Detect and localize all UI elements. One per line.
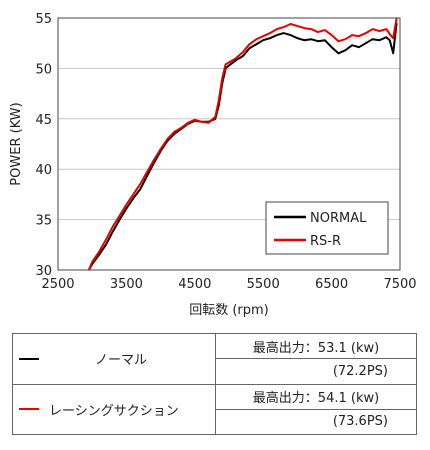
rsr-line-sample [19,408,39,411]
x-tick-label: 7500 [383,277,416,292]
normal-line-sample [19,357,39,360]
y-tick-label: 35 [35,214,52,229]
legend: NORMAL RS-R [265,201,389,255]
table-row: レーシングサクション 最高出力：54.1 (kw) [12,383,417,435]
rsr-name: レーシングサクション [49,403,179,419]
power-chart: 30 35 40 45 50 55 2500 3500 4500 5500 6500 7500 PO… [9,12,417,318]
spec-table: ノーマル 最高出力：53.1 (kw) (72.2PS) レーシングサクション … [12,332,417,436]
y-tick-label: 55 [35,12,52,27]
table-row: (73.6PS) [13,408,417,436]
rsr-name-cell: レーシングサクション [12,383,216,435]
rsr-power-cell: 最高出力：54.1 (kw) [215,383,417,410]
x-tick-label: 3500 [110,277,143,292]
x-tick-label: 2500 [41,277,74,292]
normal-name-cell: ノーマル [12,333,216,385]
y-tick-label: 30 [35,264,52,279]
y-tick-label: 50 [35,62,52,77]
x-tick-label: 6500 [315,277,348,292]
legend-rsr-label: RS-R [310,234,341,249]
rsr-ps-cell: (73.6PS) [215,408,417,436]
series-line-normal [87,22,398,271]
legend-normal-label: NORMAL [310,211,367,226]
legend-box [265,201,389,255]
x-tick-label: 4500 [178,277,211,292]
normal-name: ノーマル [95,353,148,369]
series-lines [87,17,398,271]
y-tick-label: 45 [35,113,52,128]
normal-ps-cell: (72.2PS) [215,358,417,385]
y-tick-label: 40 [35,163,52,178]
series-line-rs-r [87,17,398,271]
normal-power-cell: 最高出力：53.1 (kw) [215,332,417,360]
plot-frame [57,17,401,271]
x-tick-label: 5500 [247,277,280,292]
table-row: ノーマル 最高出力：53.1 (kw) [12,332,417,385]
y-tick-labels: 30 35 40 45 50 55 [35,12,52,279]
x-axis-label: 回転数 (rpm) [189,303,269,318]
y-axis-label: POWER (KW) [9,102,24,185]
x-tick-labels: 2500 3500 4500 5500 6500 7500 [41,277,416,292]
